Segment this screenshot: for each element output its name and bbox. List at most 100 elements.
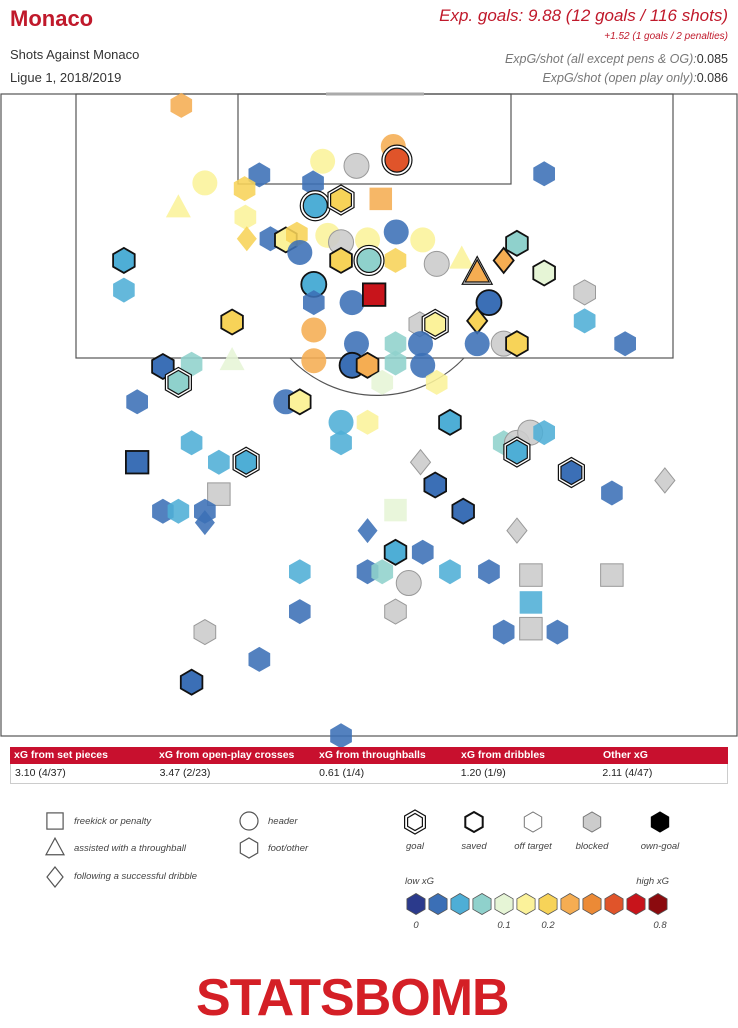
shot-diamond-blocked [654, 467, 676, 494]
shot-hexagon-saved [532, 259, 556, 287]
shot-hexagon-off [614, 331, 636, 357]
summary-value: 3.47 (2/23) [159, 767, 211, 779]
shot-marker [532, 259, 556, 287]
shot-hexagon-saved [179, 668, 204, 696]
shot-circle-off [410, 227, 436, 253]
legend-outcome-label: own-goal [641, 841, 680, 852]
legend-scale-swatch [604, 893, 624, 915]
shot-marker [384, 350, 407, 376]
shot-hexagon-off [289, 559, 311, 585]
shot-square-off [519, 591, 543, 614]
shot-hexagon-off [371, 559, 394, 585]
shot-marker [208, 449, 230, 475]
shot-diamond-saved [492, 246, 515, 275]
shot-marker [464, 258, 491, 283]
shot-hexagon-off [601, 480, 623, 506]
shot-marker [384, 498, 407, 522]
shot-marker [395, 570, 422, 597]
shot-triangle-off [219, 347, 245, 371]
shot-circle-off [301, 348, 327, 374]
shot-marker [248, 646, 271, 672]
xg-per-shot-open-label: ExpG/shot (open play only): [542, 71, 697, 85]
shot-circle-off [464, 331, 490, 357]
shot-diamond-off [236, 226, 257, 252]
shot-diamond-blocked [409, 448, 432, 476]
shot-hexagon-goal [557, 456, 586, 489]
shot-marker [236, 226, 257, 252]
legend-outcome-label: blocked [576, 841, 609, 852]
shot-square-blocked [600, 563, 624, 587]
legend: freekick or penalty assisted with a throu… [44, 809, 680, 931]
legend-diamond-icon [46, 866, 64, 888]
shot-marker [519, 591, 543, 614]
shot-marker [533, 420, 555, 446]
shot-marker [179, 668, 204, 696]
shot-marker [301, 317, 327, 343]
shot-hexagon-saved [288, 388, 312, 416]
shot-marker [600, 563, 624, 587]
shot-marker [546, 619, 569, 645]
shot-hexagon-saved [329, 246, 353, 274]
legend-scale-tick: 0 [413, 920, 419, 931]
shot-marker [560, 459, 583, 486]
shot-hexagon-goal [327, 184, 355, 216]
legend-high-xg-label: high xG [636, 876, 669, 887]
shot-marker [287, 239, 313, 265]
expected-goals-summary: Exp. goals: 9.88 (12 goals / 116 shots) [439, 6, 728, 25]
legend-scale-swatch [626, 893, 646, 915]
shot-marker [207, 482, 231, 506]
shot-marker [384, 598, 407, 625]
shot-hexagon-off [126, 389, 148, 415]
shot-hexagon-saved [383, 538, 408, 566]
shot-hexagon-off [356, 409, 379, 435]
shot-hexagon-saved [505, 330, 529, 358]
shot-marker [356, 409, 379, 435]
shot-marker [219, 347, 245, 371]
shot-hexagon-off [208, 449, 230, 475]
shot-marker [112, 246, 136, 274]
shot-square-blocked [519, 563, 543, 587]
shot-marker [383, 538, 408, 566]
shot-marker [384, 331, 407, 357]
shot-hexagon-off [302, 170, 324, 196]
xg-per-shot-open-play: ExpG/shot (open play only):0.086 [542, 71, 728, 85]
shot-hexagon-off [180, 351, 203, 377]
shot-circle-blocked [395, 570, 422, 597]
shot-marker [383, 219, 409, 245]
shot-hexagon-off [303, 290, 325, 316]
xg-per-shot-all: ExpG/shot (all except pens & OG):0.085 [505, 52, 728, 66]
shot-marker [180, 430, 203, 456]
shot-marker [357, 518, 378, 544]
shot-square-saved [125, 450, 150, 475]
summary-header: xG from set pieces [14, 749, 108, 761]
shot-marker [167, 369, 190, 396]
shot-marker [167, 498, 190, 524]
shot-marker [519, 616, 543, 641]
shot-marker [654, 467, 676, 494]
shot-circle-blocked [423, 250, 450, 277]
shot-marker [126, 389, 148, 415]
shot-hexagon-off [573, 308, 596, 334]
shot-square-blocked [207, 482, 231, 506]
shot-marker [355, 351, 380, 379]
shot-marker [302, 193, 328, 219]
shot-hexagon-saved [505, 229, 529, 257]
legend-scale-swatch [472, 893, 492, 915]
shot-marker [475, 289, 503, 317]
xg-per-shot-all-value: 0.085 [696, 52, 728, 66]
shot-marker [170, 92, 193, 118]
shot-diamond-off [194, 510, 215, 536]
shot-hexagon-off [233, 176, 256, 202]
legend-hexagon-icon [239, 837, 259, 859]
shot-marker [220, 308, 244, 336]
shot-hexagon-saved [423, 471, 448, 499]
summary-value-row: 3.10 (4/37) 3.47 (2/23) 0.61 (1/4) 1.20 … [10, 764, 728, 784]
shot-marker [180, 351, 203, 377]
shot-marker [423, 471, 448, 499]
shot-hexagon-off [289, 599, 311, 625]
shot-hexagon-off [248, 646, 271, 672]
shot-diamond-blocked [506, 517, 528, 544]
shot-marker [343, 331, 369, 357]
shot-marker [330, 187, 352, 213]
